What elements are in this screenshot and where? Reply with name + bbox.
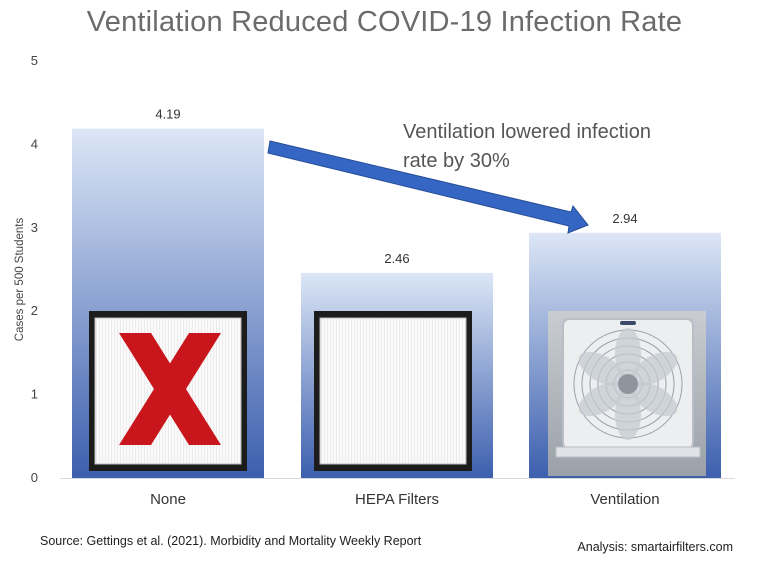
y-tick-label: 2	[31, 303, 38, 318]
annotation-text: Ventilation lowered infection	[403, 121, 651, 143]
y-tick-label: 4	[31, 136, 38, 151]
x-tick-label: None	[150, 491, 186, 508]
analysis-note: Analysis: smartairfilters.com	[577, 540, 733, 554]
data-label: 2.94	[612, 211, 637, 226]
x-tick-label: Ventilation	[590, 491, 659, 508]
chart-title: Ventilation Reduced COVID-19 Infection R…	[86, 6, 683, 38]
box-fan-icon	[548, 311, 706, 476]
y-tick-label: 1	[31, 387, 38, 402]
y-tick-label: 5	[31, 53, 38, 68]
y-tick-label: 0	[31, 470, 38, 485]
y-tick-label: 3	[31, 220, 38, 235]
source-note: Source: Gettings et al. (2021). Morbidit…	[40, 534, 422, 548]
y-axis-label: Cases per 500 Students	[14, 218, 26, 342]
x-tick-label: HEPA Filters	[355, 491, 439, 508]
hepa-filter-icon	[314, 311, 472, 471]
data-label: 4.19	[155, 107, 180, 122]
annotation-text: rate by 30%	[403, 150, 510, 172]
red-x-filter-icon	[89, 311, 247, 471]
data-label: 2.46	[384, 251, 409, 266]
trend-arrow	[267, 140, 589, 234]
